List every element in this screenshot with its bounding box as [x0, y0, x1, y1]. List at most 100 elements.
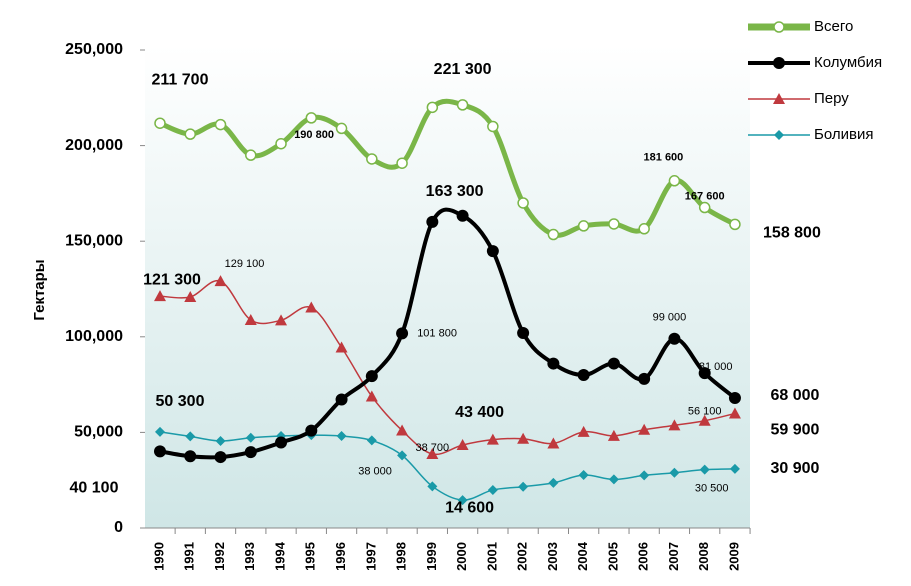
marker [366, 435, 377, 446]
marker [335, 341, 348, 353]
marker [305, 112, 318, 124]
marker [214, 118, 227, 131]
x-tick-label: 1994 [272, 541, 287, 571]
marker [547, 437, 560, 449]
marker [396, 157, 408, 169]
series [154, 98, 741, 241]
marker [699, 464, 710, 475]
marker [486, 433, 499, 445]
marker [275, 314, 288, 326]
y-tick-label: 50,000 [74, 424, 123, 441]
data-label: 68 000 [770, 387, 819, 404]
marker [365, 370, 378, 383]
x-tick-label: 2002 [515, 542, 530, 571]
marker [305, 424, 318, 437]
marker [365, 390, 378, 402]
marker [456, 99, 469, 111]
marker [336, 431, 347, 442]
x-tick-label: 2006 [636, 542, 651, 571]
marker [154, 290, 166, 302]
data-label: 38 000 [358, 465, 392, 477]
data-label: 43 400 [455, 404, 504, 421]
data-label: 99 000 [653, 312, 687, 324]
y-tick-label: 0 [114, 519, 123, 536]
marker [517, 197, 529, 209]
marker [547, 357, 560, 370]
x-tick-label: 1992 [212, 542, 227, 571]
marker [518, 481, 529, 492]
marker [335, 122, 348, 135]
marker [396, 327, 409, 340]
y-tick-label: 200,000 [65, 137, 123, 154]
marker [215, 436, 226, 447]
series [154, 207, 741, 464]
data-label: 121 300 [143, 271, 201, 288]
x-tick-label: 2001 [484, 542, 499, 571]
marker [729, 218, 741, 231]
marker [244, 446, 257, 459]
data-label: 81 000 [699, 361, 733, 373]
data-label: 129 100 [225, 258, 265, 270]
data-label: 56 100 [688, 406, 722, 418]
legend-label: Всего [814, 18, 853, 35]
marker [668, 175, 681, 187]
data-label: 14 600 [445, 499, 494, 516]
data-label: 158 800 [763, 225, 821, 242]
marker [184, 128, 197, 140]
marker [426, 448, 439, 460]
x-tick-label: 1990 [151, 542, 166, 571]
marker [728, 391, 741, 404]
data-label: 38 700 [416, 442, 450, 454]
x-tick-label: 2000 [454, 542, 469, 571]
x-tick-label: 1997 [363, 542, 378, 571]
marker [517, 326, 530, 339]
x-tick-label: 1993 [242, 542, 257, 571]
data-label: 167 600 [685, 190, 725, 202]
data-label: 163 300 [426, 183, 484, 200]
marker [305, 301, 318, 313]
marker [773, 57, 785, 69]
marker [773, 21, 785, 33]
y-tick-label: 250,000 [65, 41, 123, 58]
marker [729, 463, 740, 474]
marker [184, 291, 197, 303]
marker [607, 429, 620, 441]
marker [245, 432, 256, 443]
x-tick-label: 1991 [182, 542, 197, 571]
data-label: 221 300 [434, 61, 492, 78]
marker [487, 120, 499, 133]
marker [577, 425, 590, 437]
marker [457, 495, 468, 506]
marker [668, 332, 681, 345]
x-tick-label: 2003 [545, 542, 560, 571]
data-label: 30 900 [770, 460, 819, 477]
marker [396, 424, 409, 436]
marker [426, 101, 439, 114]
legend-label: Перу [814, 90, 849, 107]
marker [608, 474, 619, 485]
marker [366, 153, 378, 165]
marker [578, 470, 589, 481]
x-tick-label: 1996 [333, 542, 348, 571]
data-label: 30 500 [695, 483, 729, 495]
series [154, 275, 741, 460]
marker [638, 372, 651, 385]
marker [245, 149, 257, 161]
marker [639, 470, 650, 481]
marker [275, 436, 288, 449]
marker [728, 407, 741, 419]
marker [638, 223, 650, 235]
marker [668, 419, 681, 431]
marker [456, 209, 469, 222]
marker [517, 432, 530, 444]
data-label: 181 600 [644, 152, 684, 164]
data-label: 59 900 [770, 422, 819, 439]
marker [608, 218, 620, 230]
marker [698, 414, 711, 426]
x-tick-label: 2009 [726, 542, 741, 571]
marker [698, 367, 711, 380]
x-tick-label: 2005 [605, 542, 620, 571]
y-axis-title: Гектары [31, 259, 48, 320]
legend-label: Колумбия [814, 54, 882, 71]
marker [154, 117, 166, 129]
